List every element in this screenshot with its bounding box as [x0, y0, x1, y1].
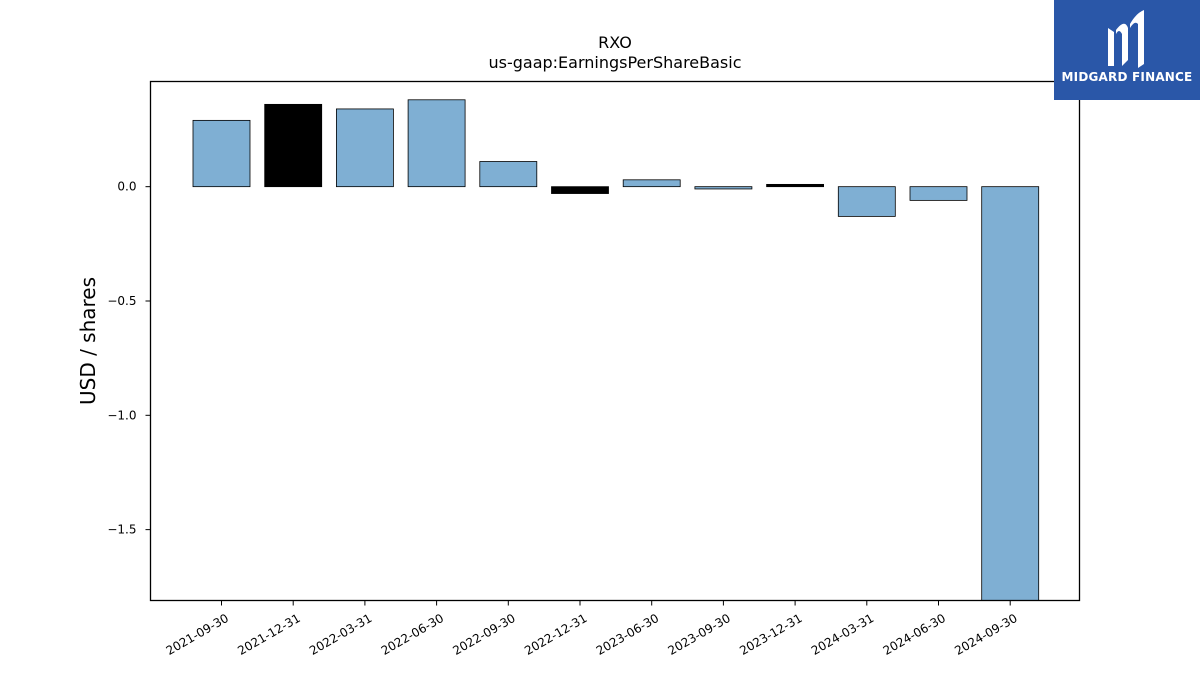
bar-2024-09-30 — [981, 186, 1040, 601]
x-ticks-group: 2021-09-30 2021-12-31 2022-03-31 2022-06-30… — [164, 600, 1020, 658]
bar-2022-03-31 — [335, 108, 394, 188]
y-tick-label: 0.0 — [117, 180, 136, 194]
bar-2023-12-31 — [766, 183, 824, 188]
x-tick-label: 2024-06-30 — [881, 611, 948, 658]
plot-frame — [149, 80, 1081, 602]
y-axis-label: USD / shares — [76, 277, 100, 405]
bar-2021-12-31 — [264, 103, 323, 188]
bars-group — [192, 99, 1040, 601]
x-tick-label: 2022-06-30 — [379, 611, 446, 658]
chart-title: RXO — [598, 33, 632, 52]
bar-2023-06-30 — [622, 179, 681, 188]
bar-2021-09-30 — [192, 119, 251, 188]
bar-2022-06-30 — [407, 99, 466, 188]
x-tick-label: 2024-09-30 — [952, 611, 1019, 658]
x-tick-label: 2022-03-31 — [307, 611, 374, 658]
y-tick-label: −1.0 — [107, 408, 136, 422]
x-tick-label: 2021-09-30 — [164, 611, 231, 658]
chart-subtitle: us-gaap:EarningsPerShareBasic — [488, 53, 741, 72]
logo-text: MIDGARD FINANCE — [1061, 70, 1193, 84]
x-tick-label: 2023-12-31 — [737, 611, 804, 658]
y-ticks-group: 0.0 −0.5 −1.0 −1.5 — [107, 180, 151, 537]
bar-2023-09-30 — [694, 186, 753, 190]
logo-mark-icon — [1108, 10, 1144, 68]
y-tick-label: −1.5 — [107, 523, 136, 537]
y-tick-label: −0.5 — [107, 294, 136, 308]
bar-2022-09-30 — [479, 161, 538, 188]
x-tick-label: 2023-06-30 — [594, 611, 661, 658]
bar-2024-06-30 — [909, 186, 968, 201]
x-tick-label: 2024-03-31 — [809, 611, 876, 658]
x-tick-label: 2023-09-30 — [665, 611, 732, 658]
x-tick-label: 2022-12-31 — [522, 611, 589, 658]
bar-2022-12-31 — [551, 186, 609, 194]
midgard-finance-logo: MIDGARD FINANCE — [1054, 0, 1200, 100]
bar-2024-03-31 — [837, 186, 896, 217]
x-tick-label: 2021-12-31 — [235, 611, 302, 658]
x-tick-label: 2022-09-30 — [450, 611, 517, 658]
